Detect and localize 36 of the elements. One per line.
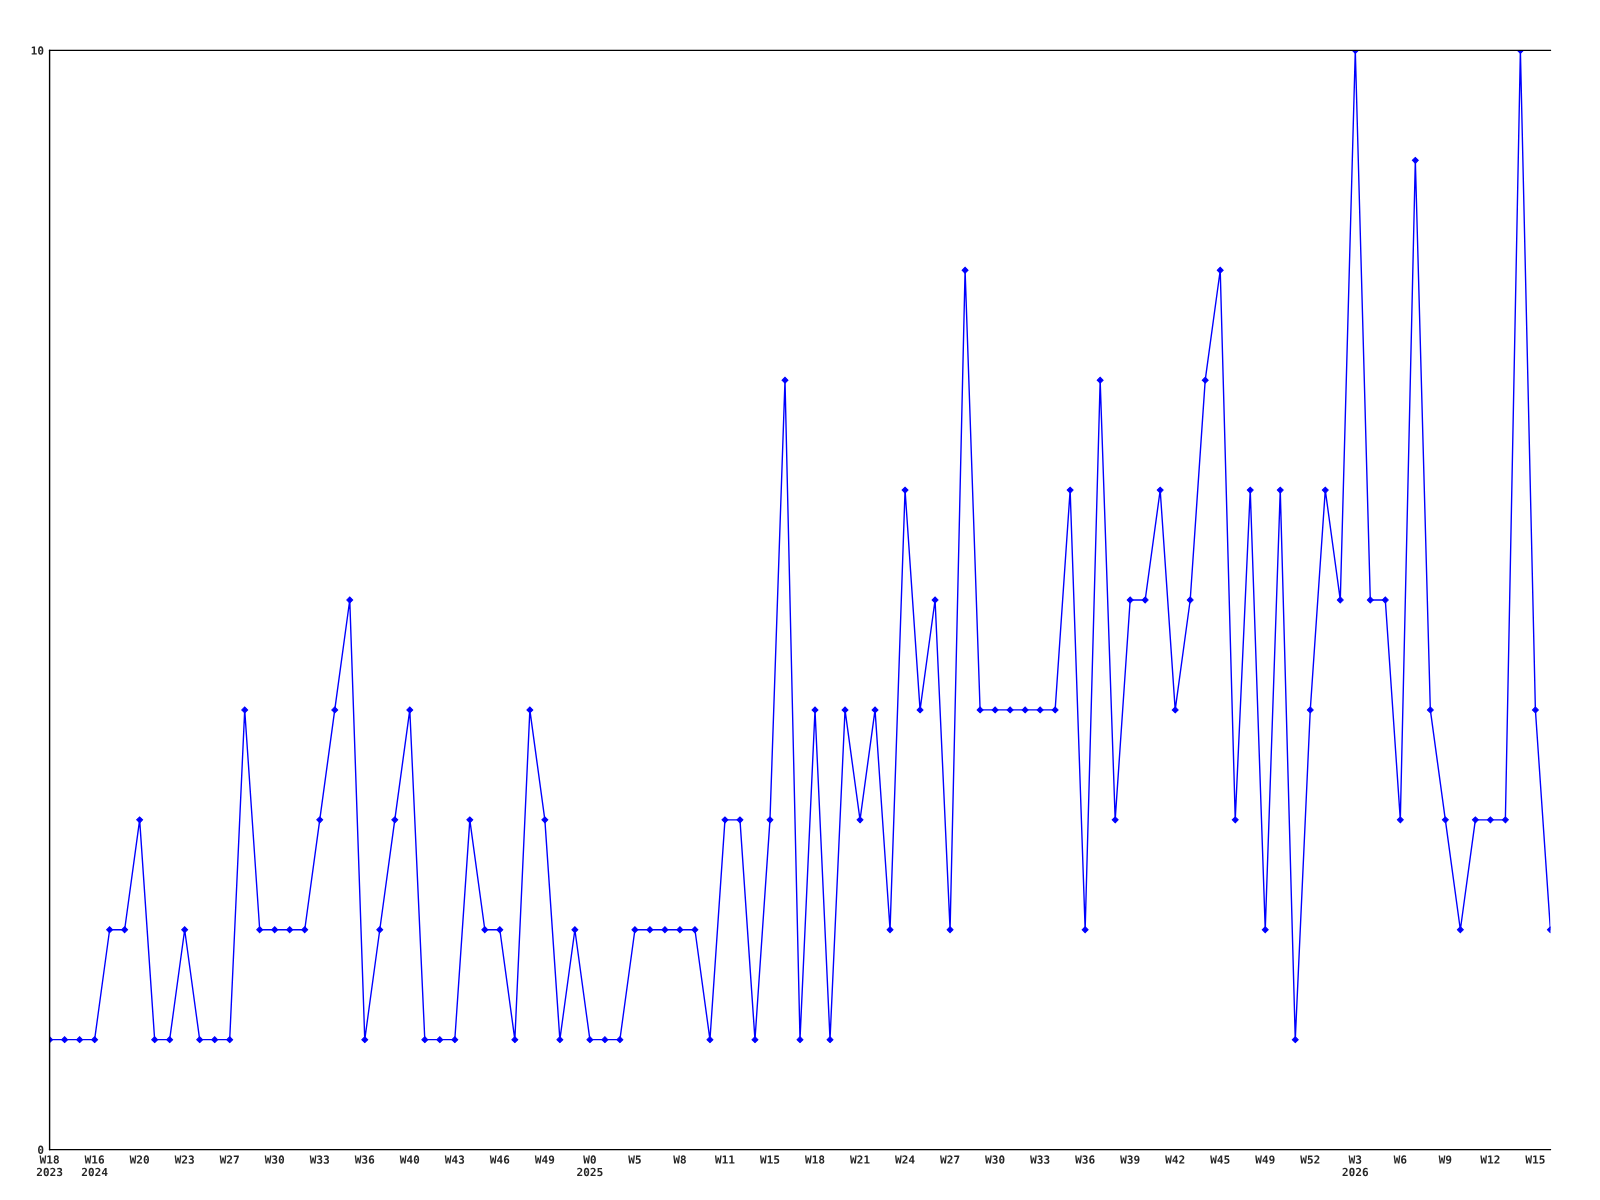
x-tick-label: W23: [174, 1155, 194, 1164]
y-tick-label: 0: [38, 1145, 44, 1154]
x-tick-label: W8: [673, 1155, 686, 1164]
x-tick-label: W24: [895, 1155, 915, 1164]
y-tick-label: 10: [31, 46, 44, 55]
x-tick-label: W49: [534, 1155, 555, 1164]
x-tick-label: W33: [1030, 1155, 1050, 1164]
x-tick-label: W46: [489, 1155, 510, 1164]
x-tick-label: W39: [1120, 1155, 1140, 1164]
x-tick-label: W36: [1075, 1155, 1095, 1164]
x-tick-label: W3 2026: [1342, 1155, 1369, 1177]
x-tick-label: W6: [1393, 1155, 1407, 1164]
x-tick-label: W16 2024: [81, 1155, 108, 1177]
x-tick-label: W40: [399, 1155, 420, 1164]
x-tick-label: W5: [628, 1155, 641, 1164]
x-tick-label: W20: [129, 1155, 150, 1164]
x-tick-label: W33: [309, 1155, 330, 1164]
x-tick-label: W9: [1438, 1155, 1452, 1164]
x-tick-label: W36: [354, 1155, 375, 1164]
x-tick-label: W21: [850, 1155, 870, 1164]
x-tick-label: W52: [1300, 1155, 1320, 1164]
x-tick-label: W12: [1480, 1155, 1500, 1164]
x-tick-label: W27: [940, 1155, 960, 1164]
x-tick-label: W15: [1525, 1155, 1545, 1164]
x-tick-label: W0 2025: [577, 1155, 603, 1177]
x-tick-label: W11: [714, 1155, 735, 1164]
x-tick-label: W43: [444, 1155, 465, 1164]
x-tick-label: W42: [1165, 1155, 1185, 1164]
x-tick-label: W18 2023: [36, 1155, 63, 1177]
x-tick-label: W49: [1255, 1155, 1275, 1164]
x-tick-label: W45: [1210, 1155, 1230, 1164]
x-tick-label: W30: [264, 1155, 285, 1164]
x-tick-label: W30: [985, 1155, 1005, 1164]
x-tick-label: W27: [219, 1155, 239, 1164]
x-tick-label: W15: [759, 1155, 780, 1164]
x-tick-label: W18: [804, 1155, 825, 1164]
